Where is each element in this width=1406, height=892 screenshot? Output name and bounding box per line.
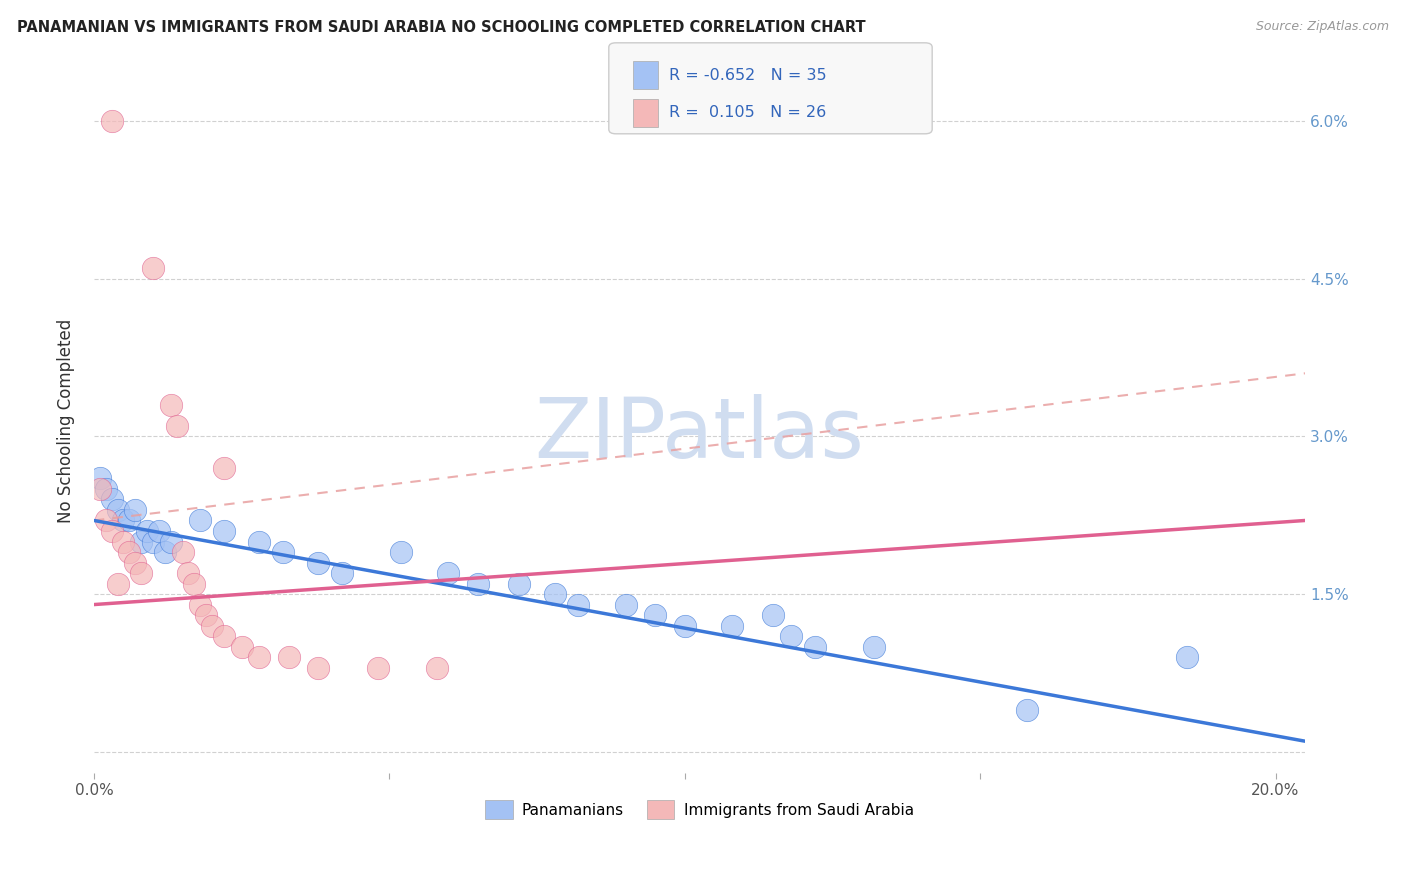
Point	[195, 608, 218, 623]
Point	[89, 471, 111, 485]
Legend: Panamanians, Immigrants from Saudi Arabia: Panamanians, Immigrants from Saudi Arabi…	[479, 794, 920, 825]
Point	[153, 545, 176, 559]
Point	[112, 513, 135, 527]
Point	[271, 545, 294, 559]
Point	[166, 418, 188, 433]
Point	[307, 660, 329, 674]
Point	[94, 513, 117, 527]
Text: R = -0.652   N = 35: R = -0.652 N = 35	[669, 68, 827, 83]
Point	[118, 513, 141, 527]
Point	[212, 461, 235, 475]
Point	[212, 524, 235, 538]
Point	[159, 398, 181, 412]
Point	[721, 618, 744, 632]
Point	[142, 261, 165, 276]
Point	[129, 566, 152, 580]
Point	[780, 629, 803, 643]
Point	[159, 534, 181, 549]
Point	[330, 566, 353, 580]
Point	[1175, 650, 1198, 665]
Point	[673, 618, 696, 632]
Text: R =  0.105   N = 26: R = 0.105 N = 26	[669, 105, 827, 120]
Point	[188, 513, 211, 527]
Point	[148, 524, 170, 538]
Point	[124, 556, 146, 570]
Point	[172, 545, 194, 559]
Point	[762, 608, 785, 623]
Point	[100, 524, 122, 538]
Point	[437, 566, 460, 580]
Text: Source: ZipAtlas.com: Source: ZipAtlas.com	[1256, 20, 1389, 33]
Point	[277, 650, 299, 665]
Text: PANAMANIAN VS IMMIGRANTS FROM SAUDI ARABIA NO SCHOOLING COMPLETED CORRELATION CH: PANAMANIAN VS IMMIGRANTS FROM SAUDI ARAB…	[17, 20, 866, 35]
Point	[231, 640, 253, 654]
Point	[188, 598, 211, 612]
Y-axis label: No Schooling Completed: No Schooling Completed	[58, 318, 75, 523]
Point	[803, 640, 825, 654]
Point	[508, 576, 530, 591]
Point	[307, 556, 329, 570]
Point	[1017, 703, 1039, 717]
Point	[212, 629, 235, 643]
Point	[94, 482, 117, 496]
Point	[107, 503, 129, 517]
Point	[247, 534, 270, 549]
Point	[118, 545, 141, 559]
Point	[100, 114, 122, 128]
Point	[367, 660, 389, 674]
Text: ZIPatlas: ZIPatlas	[534, 394, 865, 475]
Point	[567, 598, 589, 612]
Point	[89, 482, 111, 496]
Point	[112, 534, 135, 549]
Point	[614, 598, 637, 612]
Point	[644, 608, 666, 623]
Point	[862, 640, 884, 654]
Point	[467, 576, 489, 591]
Point	[544, 587, 567, 601]
Point	[107, 576, 129, 591]
Point	[389, 545, 412, 559]
Point	[142, 534, 165, 549]
Point	[201, 618, 224, 632]
Point	[129, 534, 152, 549]
Point	[136, 524, 159, 538]
Point	[100, 492, 122, 507]
Point	[426, 660, 449, 674]
Point	[183, 576, 205, 591]
Point	[177, 566, 200, 580]
Point	[247, 650, 270, 665]
Point	[124, 503, 146, 517]
